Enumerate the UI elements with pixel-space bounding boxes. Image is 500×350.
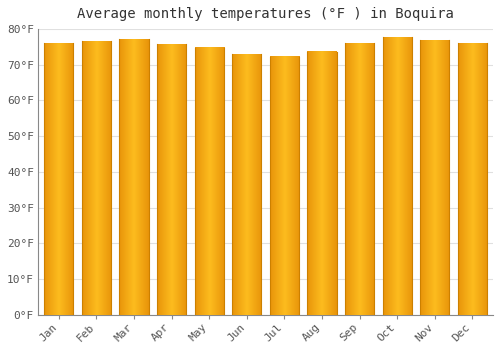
Bar	[82, 41, 111, 315]
Bar	[458, 43, 487, 315]
Bar	[420, 41, 450, 315]
Bar	[382, 37, 412, 315]
Bar	[157, 44, 186, 315]
Bar	[194, 48, 224, 315]
Title: Average monthly temperatures (°F ) in Boquira: Average monthly temperatures (°F ) in Bo…	[77, 7, 454, 21]
Bar	[308, 51, 336, 315]
Bar	[345, 43, 374, 315]
Bar	[44, 43, 74, 315]
Bar	[232, 54, 262, 315]
Bar	[120, 39, 148, 315]
Bar	[270, 57, 299, 315]
